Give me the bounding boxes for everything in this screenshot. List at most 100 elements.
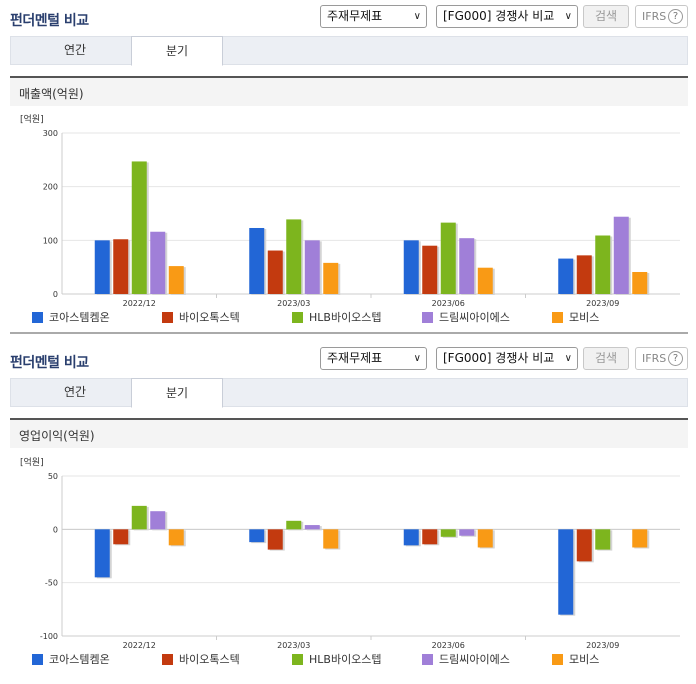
legend-swatch	[422, 312, 433, 323]
bar	[403, 240, 419, 294]
legend-label: HLB바이오스텝	[309, 311, 382, 324]
bar	[249, 529, 265, 543]
search-button[interactable]: 검색	[583, 5, 629, 28]
section-header: 매출액(억원)	[10, 76, 688, 106]
legend-label: 드림씨아이에스	[439, 653, 510, 666]
statement-select-value: 주재무제표	[327, 9, 383, 23]
bar	[440, 222, 456, 294]
bar	[477, 529, 493, 548]
bar	[323, 529, 339, 549]
bar	[131, 161, 147, 294]
legend-label: 코아스템켐온	[49, 311, 110, 324]
x-tick-label: 2023/06	[432, 641, 465, 650]
bar	[422, 245, 438, 294]
bar	[150, 511, 166, 530]
bar	[459, 238, 475, 294]
unit-label: [억원]	[20, 456, 44, 468]
bar	[249, 227, 265, 294]
y-tick-label: 0	[53, 525, 58, 534]
section-title: 영업이익(억원)	[19, 429, 95, 443]
legend-label: 바이오톡스텍	[179, 653, 240, 666]
bar	[323, 262, 339, 294]
compare-select[interactable]: [FG000] 경쟁사 비교 ∨	[436, 347, 578, 370]
bar	[422, 529, 438, 545]
bar	[304, 240, 320, 294]
legend-swatch	[552, 654, 563, 665]
chevron-down-icon: ∨	[564, 11, 572, 22]
legend-swatch	[162, 654, 173, 665]
bar	[576, 529, 592, 562]
tab-quarterly[interactable]: 분기	[131, 378, 223, 408]
legend-swatch	[32, 312, 43, 323]
bar	[267, 529, 283, 550]
chevron-down-icon: ∨	[413, 11, 421, 22]
bar	[168, 266, 184, 294]
statement-select-value: 주재무제표	[327, 351, 383, 365]
legend-swatch	[162, 312, 173, 323]
tab-quarterly[interactable]: 분기	[131, 36, 223, 66]
bar	[286, 219, 302, 294]
help-icon: ?	[668, 351, 683, 366]
legend-label: HLB바이오스텝	[309, 653, 382, 666]
legend-swatch	[32, 654, 43, 665]
legend-label: 바이오톡스텍	[179, 311, 240, 324]
legend-swatch	[292, 312, 303, 323]
bar	[576, 255, 592, 294]
y-tick-label: 200	[43, 183, 58, 192]
tab-annual[interactable]: 연간	[63, 43, 87, 57]
search-button[interactable]: 검색	[583, 347, 629, 370]
compare-select[interactable]: [FG000] 경쟁사 비교 ∨	[436, 5, 578, 28]
statement-select[interactable]: 주재무제표 ∨	[320, 347, 427, 370]
statement-select[interactable]: 주재무제표 ∨	[320, 5, 427, 28]
x-tick-label: 2023/09	[586, 641, 619, 650]
ifrs-label: IFRS	[642, 352, 667, 365]
revenue-chart: [억원] 0 100 200 300 2022/12 2023/03 2023/06 2023/…	[20, 113, 680, 324]
bar	[304, 525, 320, 530]
bar	[267, 250, 283, 294]
panel-title: 펀더멘털 비교	[10, 355, 89, 371]
ifrs-button[interactable]: IFRS ?	[635, 5, 688, 28]
unit-label: [억원]	[20, 113, 44, 125]
bar	[94, 529, 110, 578]
x-tick-label: 2022/12	[123, 641, 156, 650]
y-tick-label: -50	[45, 579, 58, 588]
legend-label: 모비스	[569, 653, 599, 666]
bar	[558, 258, 574, 294]
bar	[632, 529, 648, 548]
legend-swatch	[422, 654, 433, 665]
panel-header: 펀더멘털 비교 주재무제표 ∨ [FG000] 경쟁사 비교 ∨ 검색 IFRS…	[0, 342, 696, 374]
tab-annual[interactable]: 연간	[63, 385, 87, 399]
chevron-down-icon: ∨	[564, 353, 572, 364]
bar	[286, 520, 302, 530]
bar	[150, 231, 166, 294]
help-icon: ?	[668, 9, 683, 24]
bar	[595, 235, 611, 294]
chevron-down-icon: ∨	[413, 353, 421, 364]
legend-swatch	[552, 312, 563, 323]
section-title: 매출액(억원)	[19, 87, 84, 101]
panel-divider	[10, 332, 688, 334]
bar	[168, 529, 184, 546]
bar	[595, 529, 611, 550]
panel-title: 펀더멘털 비교	[10, 13, 89, 29]
compare-select-value: [FG000] 경쟁사 비교	[443, 351, 555, 365]
bar	[113, 239, 129, 294]
y-tick-label: 0	[53, 290, 58, 299]
bar	[613, 216, 629, 294]
y-tick-label: 50	[48, 472, 58, 481]
legend-label: 드림씨아이에스	[439, 311, 510, 324]
bar	[558, 529, 574, 615]
bar	[632, 271, 648, 294]
x-tick-label: 2022/12	[123, 299, 156, 308]
x-tick-label: 2023/03	[277, 641, 310, 650]
legend-swatch	[292, 654, 303, 665]
bar	[440, 529, 456, 537]
bar	[459, 529, 475, 536]
x-tick-label: 2023/09	[586, 299, 619, 308]
ifrs-label: IFRS	[642, 10, 667, 23]
bar	[477, 267, 493, 294]
ifrs-button[interactable]: IFRS ?	[635, 347, 688, 370]
period-tabs: 연간 분기	[10, 36, 688, 66]
operating-profit-chart: [억원] -100 -50 0 50 2022/12 2023/03 2023/06 2023/…	[20, 456, 680, 666]
compare-select-value: [FG000] 경쟁사 비교	[443, 9, 555, 23]
